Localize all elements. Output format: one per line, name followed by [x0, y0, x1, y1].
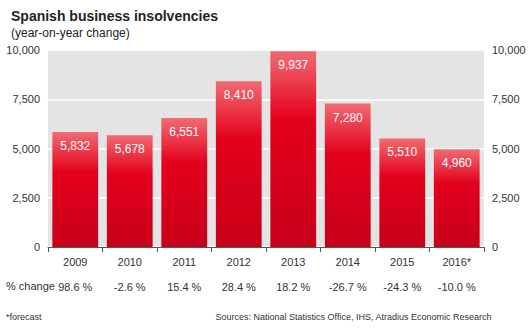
svg-text:0: 0	[492, 241, 498, 253]
svg-text:2,500: 2,500	[492, 192, 520, 204]
svg-text:-10.0 %: -10.0 %	[438, 281, 476, 293]
svg-text:5,832: 5,832	[60, 139, 90, 153]
svg-text:5,000: 5,000	[492, 143, 520, 155]
svg-text:5,510: 5,510	[387, 145, 417, 159]
svg-text:2,500: 2,500	[12, 192, 40, 204]
svg-text:(year-on-year change): (year-on-year change)	[11, 26, 130, 40]
svg-text:2013: 2013	[281, 256, 305, 268]
svg-text:7,500: 7,500	[492, 93, 520, 105]
svg-text:2015: 2015	[390, 256, 414, 268]
svg-text:5,000: 5,000	[12, 143, 40, 155]
svg-text:10,000: 10,000	[492, 44, 526, 56]
svg-text:8,410: 8,410	[224, 88, 254, 102]
svg-text:2010: 2010	[118, 256, 142, 268]
svg-text:10,000: 10,000	[6, 44, 40, 56]
svg-text:5,678: 5,678	[115, 142, 145, 156]
svg-text:7,280: 7,280	[333, 111, 363, 125]
svg-text:-26.7 %: -26.7 %	[329, 281, 367, 293]
svg-text:2016*: 2016*	[442, 256, 471, 268]
svg-text:18.2 %: 18.2 %	[276, 281, 310, 293]
svg-text:6,551: 6,551	[169, 125, 199, 139]
svg-text:28.4 %: 28.4 %	[222, 281, 256, 293]
svg-text:-2.6 %: -2.6 %	[114, 281, 146, 293]
svg-text:4,960: 4,960	[442, 156, 472, 170]
svg-text:15.4 %: 15.4 %	[167, 281, 201, 293]
svg-text:% change: % change	[6, 280, 55, 292]
svg-text:9,937: 9,937	[278, 58, 308, 72]
svg-text:2011: 2011	[172, 256, 196, 268]
svg-text:2014: 2014	[336, 256, 360, 268]
svg-text:2009: 2009	[63, 256, 87, 268]
svg-text:2012: 2012	[227, 256, 251, 268]
svg-text:Spanish business insolvencies: Spanish business insolvencies	[11, 8, 218, 24]
svg-text:Sources: National Statistics O: Sources: National Statistics Office, IHS…	[216, 312, 492, 322]
svg-text:-24.3 %: -24.3 %	[383, 281, 421, 293]
svg-text:*forecast: *forecast	[6, 312, 42, 322]
svg-text:98.6 %: 98.6 %	[58, 281, 92, 293]
svg-text:7,500: 7,500	[12, 93, 40, 105]
svg-text:0: 0	[34, 241, 40, 253]
